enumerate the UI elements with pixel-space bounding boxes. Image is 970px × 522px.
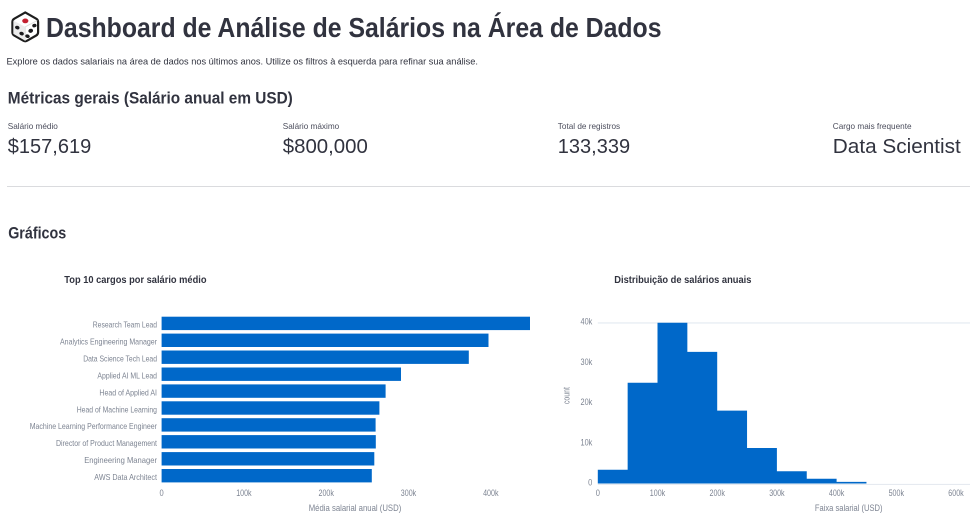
- svg-text:500k: 500k: [889, 488, 905, 498]
- svg-text:Métricas gerais (Salário anual: Métricas gerais (Salário anual em USD): [8, 90, 293, 108]
- svg-text:40k: 40k: [581, 317, 593, 327]
- svg-text:Faixa salarial (USD): Faixa salarial (USD): [815, 503, 883, 514]
- svg-text:400k: 400k: [483, 488, 499, 498]
- svg-text:$800,000: $800,000: [283, 136, 368, 158]
- svg-text:Explore os dados salariais na: Explore os dados salariais na área de da…: [7, 56, 479, 66]
- svg-text:133,339: 133,339: [558, 136, 630, 158]
- svg-text:Head of Applied AI: Head of Applied AI: [99, 387, 157, 397]
- svg-text:0: 0: [596, 488, 600, 498]
- svg-text:20k: 20k: [581, 397, 593, 407]
- svg-text:Salário máximo: Salário máximo: [283, 122, 340, 131]
- svg-text:100k: 100k: [236, 488, 252, 498]
- svg-text:Director of Product Management: Director of Product Management: [56, 438, 158, 448]
- svg-text:Distribuição de salários anuai: Distribuição de salários anuais: [614, 275, 752, 286]
- svg-text:Applied AI ML Lead: Applied AI ML Lead: [97, 370, 157, 380]
- svg-text:Salário médio: Salário médio: [8, 122, 59, 131]
- svg-text:200k: 200k: [319, 488, 335, 498]
- svg-text:Total de registros: Total de registros: [558, 122, 620, 131]
- svg-text:Research Team Lead: Research Team Lead: [93, 320, 157, 330]
- svg-text:400k: 400k: [829, 488, 845, 498]
- svg-text:Top 10 cargos por salário médi: Top 10 cargos por salário médio: [64, 275, 206, 286]
- svg-text:Head of Machine Learning: Head of Machine Learning: [77, 404, 158, 414]
- svg-text:0: 0: [160, 488, 164, 498]
- svg-text:100k: 100k: [650, 488, 666, 498]
- svg-text:$157,619: $157,619: [8, 136, 91, 158]
- svg-text:Dashboard de Análise de Salári: Dashboard de Análise de Salários na Área…: [46, 12, 662, 43]
- svg-text:Gráficos: Gráficos: [8, 225, 66, 243]
- svg-text:10k: 10k: [581, 437, 593, 447]
- svg-text:Média salarial anual (USD): Média salarial anual (USD): [309, 503, 402, 514]
- svg-text:0: 0: [588, 478, 592, 488]
- svg-text:AWS Data Architect: AWS Data Architect: [94, 472, 157, 482]
- svg-text:30k: 30k: [581, 357, 593, 367]
- svg-text:Data Scientist: Data Scientist: [833, 136, 961, 158]
- svg-text:count: count: [562, 387, 572, 404]
- svg-text:300k: 300k: [401, 488, 417, 498]
- svg-text:Analytics Engineering Manager: Analytics Engineering Manager: [60, 337, 157, 347]
- svg-text:300k: 300k: [769, 488, 785, 498]
- svg-text:Cargo mais frequente: Cargo mais frequente: [833, 122, 912, 131]
- svg-text:Machine Learning Performance E: Machine Learning Performance Engineer: [30, 421, 157, 431]
- svg-text:600k: 600k: [948, 488, 964, 498]
- svg-text:Data Science Tech Lead: Data Science Tech Lead: [83, 354, 157, 364]
- svg-text:Engineering Manager: Engineering Manager: [84, 455, 157, 465]
- svg-text:200k: 200k: [710, 488, 726, 498]
